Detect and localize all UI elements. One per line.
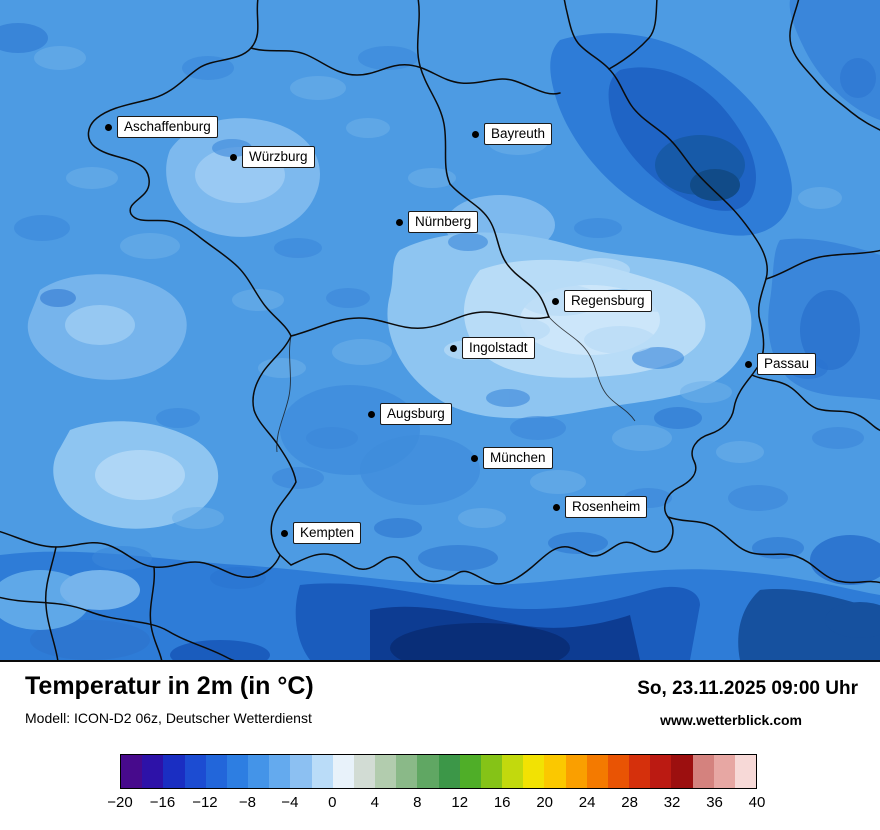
colorbar-segment	[565, 755, 587, 788]
colorbar-segment	[353, 755, 376, 788]
colorbar-segment	[692, 755, 714, 788]
colorbar-segment	[311, 755, 333, 788]
map-borders-thin	[276, 316, 636, 453]
colorbar-segment	[163, 755, 185, 788]
colorbar-segment	[502, 755, 524, 788]
colorbar-tick: 36	[706, 794, 723, 811]
colorbar-segment	[480, 755, 503, 788]
city-dot	[471, 454, 478, 462]
temperature-map: Aschaffenburg Würzburg Bayreuth Nürnberg Reg…	[0, 0, 880, 662]
colorbar-segment	[671, 755, 693, 788]
city-marker-kempten: Kempten	[281, 522, 362, 544]
colorbar-segment	[629, 755, 651, 788]
colorbar-tick: 0	[328, 794, 337, 811]
city-label: Aschaffenburg	[117, 116, 218, 138]
colorbar-segment	[586, 755, 608, 788]
city-layer: Aschaffenburg Würzburg Bayreuth Nürnberg Reg…	[105, 116, 817, 544]
colorbar-segment	[396, 755, 418, 788]
city-label: Nürnberg	[408, 211, 479, 233]
city-dot	[230, 153, 237, 161]
footer: Temperatur in 2m (in °C) So, 23.11.2025 …	[0, 662, 880, 830]
city-label: Passau	[757, 353, 817, 375]
colorbar-segments	[120, 754, 757, 789]
city-marker-aschaffenburg: Aschaffenburg	[105, 116, 218, 138]
city-label: Regensburg	[564, 290, 652, 312]
city-label: Augsburg	[380, 403, 452, 425]
colorbar-tick: −16	[149, 794, 176, 811]
colorbar-segment	[248, 755, 270, 788]
colorbar-segment	[523, 755, 545, 788]
colorbar-segment	[290, 755, 312, 788]
colorbar-tick: 32	[663, 794, 681, 811]
city-label: Würzburg	[242, 146, 315, 168]
city-dot	[552, 297, 559, 305]
city-label: München	[483, 447, 553, 469]
city-dot	[745, 360, 752, 368]
map-borders	[0, 0, 880, 660]
colorbar-segment	[121, 755, 143, 788]
colorbar-segment	[607, 755, 630, 788]
city-marker-rosenheim: Rosenheim	[553, 496, 648, 518]
colorbar-segment	[734, 755, 757, 788]
website-link[interactable]: www.wetterblick.com	[660, 712, 802, 728]
colorbar-segment	[205, 755, 227, 788]
city-marker-augsburg: Augsburg	[368, 403, 452, 425]
city-label: Ingolstadt	[462, 337, 535, 359]
city-dot	[450, 344, 457, 352]
temperature-field-svg	[0, 0, 880, 660]
city-dot	[281, 529, 288, 537]
forecast-datetime: So, 23.11.2025 09:00 Uhr	[637, 678, 858, 699]
colorbar-tick: −8	[238, 794, 256, 811]
model-info: Modell: ICON-D2 06z, Deutscher Wetterdie…	[25, 710, 312, 726]
colorbar-segment	[544, 755, 566, 788]
colorbar-segment	[142, 755, 164, 788]
colorbar-tick: 40	[748, 794, 766, 811]
page-title: Temperatur in 2m (in °C)	[25, 672, 314, 700]
city-marker-ingolstadt: Ingolstadt	[450, 337, 535, 359]
city-dot	[396, 218, 403, 226]
colorbar-tick: 16	[493, 794, 511, 811]
colorbar-segment	[269, 755, 291, 788]
colorbar-segment	[438, 755, 460, 788]
city-marker-nrnberg: Nürnberg	[396, 211, 479, 233]
city-label: Rosenheim	[565, 496, 648, 518]
city-marker-mnchen: München	[471, 447, 553, 469]
city-dot	[368, 410, 375, 418]
city-label: Kempten	[293, 522, 362, 544]
colorbar-segment	[226, 755, 249, 788]
colorbar-tick: 24	[578, 794, 596, 811]
colorbar-segment	[713, 755, 735, 788]
colorbar-tick: 20	[536, 794, 553, 811]
colorbar-tick: −20	[107, 794, 133, 811]
colorbar-segment	[332, 755, 354, 788]
city-marker-regensburg: Regensburg	[552, 290, 652, 312]
colorbar-segment	[459, 755, 481, 788]
colorbar-tick: 8	[413, 794, 422, 811]
colorbar-segment	[417, 755, 439, 788]
city-marker-passau: Passau	[745, 353, 817, 375]
colorbar-tick: 28	[621, 794, 638, 811]
city-dot	[472, 130, 479, 138]
colorbar-segment	[650, 755, 672, 788]
temperature-colorbar: −20 −16 −12 −8 −4 0 4 8 12 16 20 24 28 32 36 40	[107, 754, 765, 814]
city-dot	[105, 123, 112, 131]
colorbar-tick: −12	[192, 794, 218, 811]
temperature-field	[0, 0, 880, 660]
colorbar-tick: 12	[451, 794, 469, 811]
city-marker-bayreuth: Bayreuth	[472, 123, 553, 145]
colorbar-segment	[375, 755, 397, 788]
colorbar-tick: 4	[370, 794, 379, 811]
city-dot	[553, 503, 560, 511]
city-marker-wrzburg: Würzburg	[230, 146, 315, 168]
colorbar-segment	[184, 755, 206, 788]
city-label: Bayreuth	[484, 123, 553, 145]
colorbar-ticks: −20 −16 −12 −8 −4 0 4 8 12 16 20 24 28 32 36 40	[107, 794, 765, 814]
colorbar-tick: −4	[281, 794, 299, 811]
